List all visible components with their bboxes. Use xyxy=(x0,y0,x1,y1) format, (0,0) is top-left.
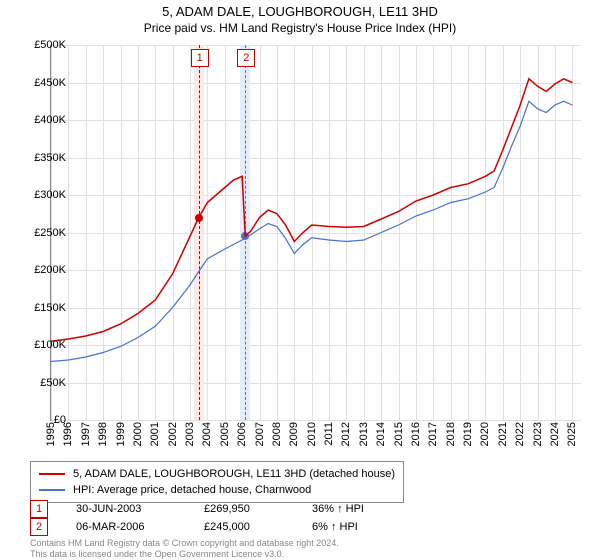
xtick-label: 1997 xyxy=(80,422,92,446)
page-title: 5, ADAM DALE, LOUGHBOROUGH, LE11 3HD xyxy=(0,0,600,19)
xtick-label: 2011 xyxy=(323,422,335,446)
xtick-label: 2014 xyxy=(375,422,387,446)
ytick-label: £450K xyxy=(34,77,66,89)
page-subtitle: Price paid vs. HM Land Registry's House … xyxy=(0,19,600,35)
ytick-label: £50K xyxy=(40,377,66,389)
xtick-label: 1996 xyxy=(62,422,74,446)
xtick-label: 2003 xyxy=(184,422,196,446)
xtick-label: 2013 xyxy=(358,422,370,446)
xtick-label: 2006 xyxy=(236,422,248,446)
notes-line2: This data is licensed under the Open Gov… xyxy=(30,549,339,560)
sale-delta: 36% ↑ HPI xyxy=(312,503,364,515)
xtick-label: 2000 xyxy=(132,422,144,446)
y-gridline xyxy=(51,420,581,421)
xtick-label: 2009 xyxy=(288,422,300,446)
legend-row: 5, ADAM DALE, LOUGHBOROUGH, LE11 3HD (de… xyxy=(39,466,395,482)
xtick-label: 2010 xyxy=(306,422,318,446)
sale-delta: 6% ↑ HPI xyxy=(312,521,358,533)
xtick-label: 2012 xyxy=(340,422,352,446)
legend-row: HPI: Average price, detached house, Char… xyxy=(39,482,395,498)
xtick-label: 2024 xyxy=(549,422,561,446)
ytick-label: £100K xyxy=(34,339,66,351)
sale-marker: 2 xyxy=(30,518,48,536)
sales-row: 1 30-JUN-2003 £269,950 36% ↑ HPI xyxy=(30,500,364,518)
xtick-label: 2015 xyxy=(393,422,405,446)
ytick-label: £500K xyxy=(34,39,66,51)
xtick-label: 1995 xyxy=(45,422,57,446)
xtick-label: 2005 xyxy=(219,422,231,446)
xtick-label: 2025 xyxy=(566,422,578,446)
xtick-label: 2020 xyxy=(479,422,491,446)
legend-swatch xyxy=(39,489,65,491)
xtick-label: 2004 xyxy=(201,422,213,446)
chart-lines xyxy=(51,45,581,420)
sale-date: 06-MAR-2006 xyxy=(76,521,176,533)
series-line-property xyxy=(51,79,572,342)
xtick-label: 2022 xyxy=(514,422,526,446)
xtick-label: 2016 xyxy=(410,422,422,446)
sales-table: 1 30-JUN-2003 £269,950 36% ↑ HPI 2 06-MAR-200… xyxy=(30,500,364,536)
ytick-label: £200K xyxy=(34,264,66,276)
xtick-label: 2019 xyxy=(462,422,474,446)
sale-date: 30-JUN-2003 xyxy=(76,503,176,515)
sale-marker: 1 xyxy=(30,500,48,518)
ytick-label: £300K xyxy=(34,189,66,201)
legend-swatch xyxy=(39,473,65,475)
legend-label: 5, ADAM DALE, LOUGHBOROUGH, LE11 3HD (de… xyxy=(73,468,395,480)
footer-notes: Contains HM Land Registry data © Crown c… xyxy=(30,538,339,560)
xtick-label: 2023 xyxy=(532,422,544,446)
legend-label: HPI: Average price, detached house, Char… xyxy=(73,484,311,496)
xtick-label: 2002 xyxy=(167,422,179,446)
series-line-hpi xyxy=(51,101,572,361)
xtick-label: 1998 xyxy=(97,422,109,446)
xtick-label: 2008 xyxy=(271,422,283,446)
chart: 12 xyxy=(50,45,581,421)
ytick-label: £250K xyxy=(34,227,66,239)
xtick-label: 2018 xyxy=(445,422,457,446)
xtick-label: 1999 xyxy=(115,422,127,446)
xtick-label: 2017 xyxy=(427,422,439,446)
sales-row: 2 06-MAR-2006 £245,000 6% ↑ HPI xyxy=(30,518,364,536)
ytick-label: £150K xyxy=(34,302,66,314)
xtick-label: 2007 xyxy=(254,422,266,446)
xtick-label: 2021 xyxy=(497,422,509,446)
xtick-label: 2001 xyxy=(149,422,161,446)
sale-price: £245,000 xyxy=(204,521,284,533)
legend: 5, ADAM DALE, LOUGHBOROUGH, LE11 3HD (de… xyxy=(30,461,404,503)
ytick-label: £400K xyxy=(34,114,66,126)
ytick-label: £350K xyxy=(34,152,66,164)
sale-price: £269,950 xyxy=(204,503,284,515)
notes-line1: Contains HM Land Registry data © Crown c… xyxy=(30,538,339,549)
